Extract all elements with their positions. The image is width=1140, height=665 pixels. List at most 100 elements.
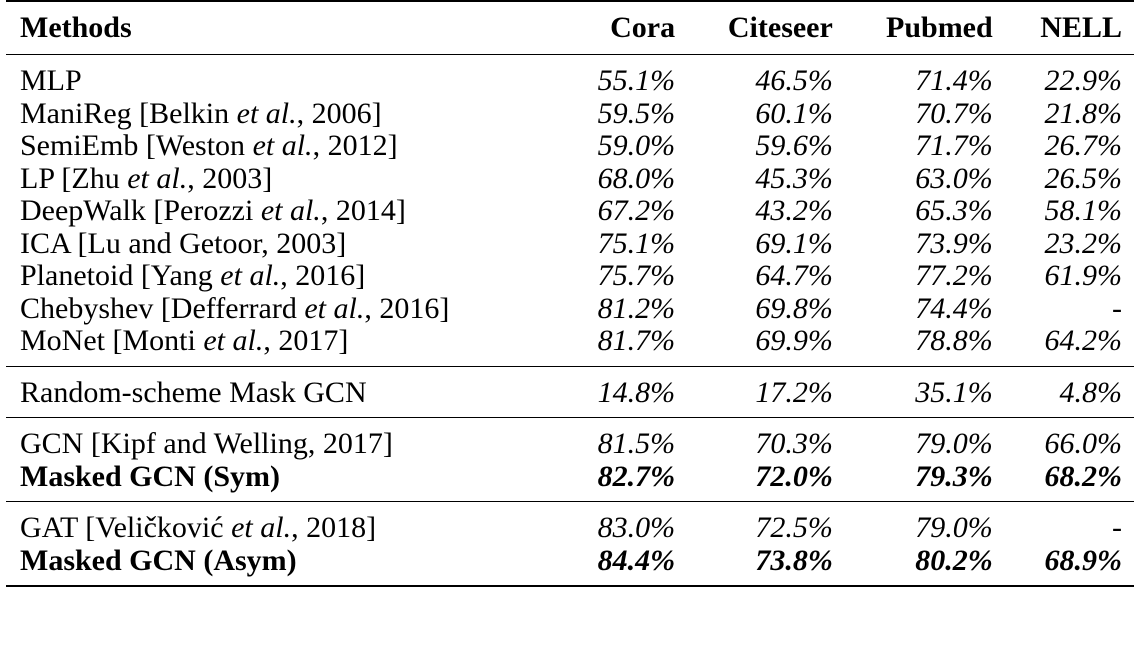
- method-name: GCN [Kipf and Welling, 2017]: [20, 427, 393, 460]
- value-citeseer: 45.3%: [755, 161, 833, 195]
- value-nell: 68.9%: [1044, 543, 1123, 577]
- value-cora: 81.7%: [597, 324, 676, 357]
- header-citeseer: Citeseer: [727, 11, 833, 44]
- value-nell: 64.2%: [1044, 324, 1123, 357]
- et-al-text: et al.: [252, 129, 313, 162]
- value-pubmed: 71.4%: [915, 64, 993, 97]
- method-name: Masked GCN (Asym): [20, 543, 297, 577]
- value-pubmed: 79.0%: [915, 511, 993, 544]
- value-nell: -: [1112, 511, 1122, 544]
- citation-year: , 2003]: [187, 161, 273, 195]
- value-citeseer: 69.9%: [755, 324, 833, 357]
- table-row: DeepWalk [Perozzi et al., 2014] 67.2% 43.2…: [6, 194, 1134, 228]
- method-name: MoNet [Monti et al., 2017]: [6, 324, 563, 366]
- citation-year: , 2017]: [263, 324, 349, 357]
- method-name: DeepWalk [Perozzi et al., 2014]: [6, 194, 563, 228]
- method-name: ICA [Lu and Getoor, 2003]: [20, 226, 347, 260]
- value-pubmed: 71.7%: [915, 129, 993, 162]
- value-citeseer: 43.2%: [755, 194, 833, 227]
- value-citeseer: 72.5%: [755, 511, 833, 544]
- value-nell: -: [1112, 291, 1122, 325]
- table-header-row: Methods Cora Citeseer Pubmed NELL: [6, 1, 1134, 55]
- value-citeseer: 17.2%: [755, 375, 833, 409]
- table-row: ICA [Lu and Getoor, 2003] 75.1% 69.1% 73.9%…: [6, 226, 1134, 261]
- value-cora: 81.5%: [597, 427, 676, 460]
- value-citeseer: 60.1%: [755, 96, 833, 130]
- header-pubmed: Pubmed: [886, 11, 993, 44]
- et-al-text: et al.: [220, 259, 281, 292]
- results-table: Methods Cora Citeseer Pubmed NELL MLP 55.…: [6, 0, 1134, 587]
- value-citeseer: 64.7%: [755, 259, 833, 292]
- header-methods: Methods: [20, 11, 132, 44]
- value-pubmed: 79.3%: [915, 459, 993, 493]
- value-nell: 22.9%: [1044, 64, 1123, 97]
- table-row: Planetoid [Yang et al., 2016] 75.7% 64.7% 7…: [6, 259, 1134, 293]
- value-citeseer: 72.0%: [755, 459, 833, 493]
- method-name: MLP: [20, 64, 82, 97]
- table-row: Random-scheme Mask GCN 14.8% 17.2% 35.1% 4.8…: [6, 366, 1134, 418]
- table-row: Chebyshev [Defferrard et al., 2016] 81.2%…: [6, 291, 1134, 326]
- table-section-baselines: MLP 55.1% 46.5% 71.4% 22.9% ManiReg [Belkin e…: [6, 55, 1134, 366]
- value-pubmed: 70.7%: [915, 96, 993, 130]
- table-row: LP [Zhu et al., 2003] 68.0% 45.3% 63.0% 26.5…: [6, 161, 1134, 196]
- table-section-random-mask: Random-scheme Mask GCN 14.8% 17.2% 35.1% 4.8…: [6, 366, 1134, 418]
- value-cora: 82.7%: [597, 459, 676, 493]
- value-pubmed: 77.2%: [915, 259, 993, 292]
- method-label: MoNet [Monti: [20, 324, 204, 357]
- value-pubmed: 63.0%: [915, 161, 993, 195]
- method-label: ManiReg [Belkin: [20, 96, 237, 130]
- value-citeseer: 73.8%: [755, 543, 833, 577]
- method-name: GAT [Veličković et al., 2018]: [6, 502, 563, 545]
- value-cora: 67.2%: [597, 194, 676, 227]
- value-pubmed: 80.2%: [915, 543, 993, 577]
- value-cora: 59.0%: [597, 129, 676, 162]
- method-name: LP [Zhu et al., 2003]: [6, 161, 563, 196]
- et-al-text: et al.: [203, 324, 264, 357]
- et-al-text: et al.: [127, 161, 188, 195]
- method-label: GAT [Veličković: [20, 511, 232, 544]
- method-label: LP [Zhu: [20, 161, 128, 195]
- citation-year: , 2018]: [291, 511, 377, 544]
- et-al-text: et al.: [231, 511, 292, 544]
- citation-year: , 2016]: [280, 259, 366, 292]
- value-nell: 4.8%: [1059, 375, 1123, 409]
- method-label: SemiEmb [Weston: [20, 129, 253, 162]
- value-citeseer: 46.5%: [755, 64, 833, 97]
- citation-year: , 2012]: [312, 129, 398, 162]
- header-nell: NELL: [1040, 11, 1122, 44]
- value-nell: 26.5%: [1044, 161, 1123, 195]
- value-pubmed: 35.1%: [915, 375, 993, 409]
- value-pubmed: 73.9%: [915, 226, 993, 260]
- method-name: ManiReg [Belkin et al., 2006]: [6, 96, 563, 131]
- table-row: MLP 55.1% 46.5% 71.4% 22.9%: [6, 55, 1134, 98]
- table-row: GAT [Veličković et al., 2018] 83.0% 72.5% 7…: [6, 502, 1134, 545]
- method-label: DeepWalk [Perozzi: [20, 194, 261, 227]
- et-al-text: et al.: [260, 194, 321, 227]
- value-cora: 75.7%: [597, 259, 676, 292]
- method-name: Random-scheme Mask GCN: [20, 375, 367, 409]
- value-cora: 75.1%: [597, 226, 676, 260]
- table-row: Masked GCN (Sym) 82.7% 72.0% 79.3% 68.2%: [6, 459, 1134, 502]
- value-pubmed: 74.4%: [915, 291, 993, 325]
- table-row: GCN [Kipf and Welling, 2017] 81.5% 70.3% 79…: [6, 418, 1134, 461]
- value-cora: 14.8%: [597, 375, 676, 409]
- citation-year: , 2016]: [364, 291, 450, 325]
- value-cora: 55.1%: [597, 64, 676, 97]
- value-nell: 68.2%: [1044, 459, 1123, 493]
- value-nell: 26.7%: [1044, 129, 1123, 162]
- method-name: SemiEmb [Weston et al., 2012]: [6, 129, 563, 163]
- value-citeseer: 59.6%: [755, 129, 833, 162]
- value-cora: 59.5%: [597, 96, 676, 130]
- value-cora: 83.0%: [597, 511, 676, 544]
- value-pubmed: 65.3%: [915, 194, 993, 227]
- header-cora: Cora: [610, 11, 676, 44]
- method-name: Masked GCN (Sym): [20, 459, 280, 493]
- value-citeseer: 69.8%: [755, 291, 833, 325]
- value-cora: 81.2%: [597, 291, 676, 325]
- table-section-gcn: GCN [Kipf and Welling, 2017] 81.5% 70.3% 79…: [6, 418, 1134, 502]
- value-pubmed: 79.0%: [915, 427, 993, 460]
- value-nell: 58.1%: [1044, 194, 1123, 227]
- table-row: Masked GCN (Asym) 84.4% 73.8% 80.2% 68.9%: [6, 543, 1134, 587]
- value-pubmed: 78.8%: [915, 324, 993, 357]
- table-section-gat: GAT [Veličković et al., 2018] 83.0% 72.5% 7…: [6, 502, 1134, 587]
